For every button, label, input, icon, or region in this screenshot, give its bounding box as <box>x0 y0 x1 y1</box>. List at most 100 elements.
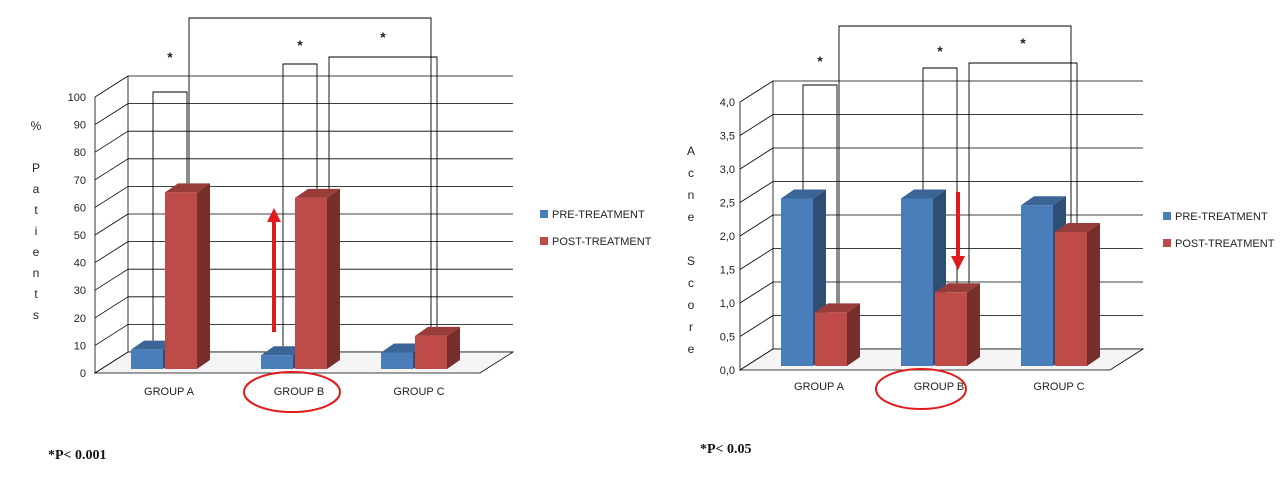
legend-swatch <box>540 210 548 218</box>
y-axis-label-char: e <box>688 342 695 356</box>
y-tick-label: 60 <box>74 202 86 214</box>
y-axis-label-char: e <box>33 245 40 259</box>
significance-star: * <box>817 53 823 69</box>
legend-label: POST-TREATMENT <box>552 236 652 248</box>
bar-front <box>901 198 933 366</box>
y-tick-label: 20 <box>74 313 86 325</box>
y-axis-label-char: r <box>689 320 693 334</box>
y-tick-label: 3,5 <box>720 131 735 143</box>
y-tick-label: 0 <box>80 368 86 380</box>
bar-top <box>781 189 826 199</box>
y-tick-label: 4,0 <box>720 97 735 109</box>
y-tick-label: 70 <box>74 175 86 187</box>
bar-post-treatment-group-a <box>815 303 860 366</box>
y-tick-label: 0,5 <box>720 332 735 344</box>
gridline-side <box>94 324 129 346</box>
y-axis-label-char: n <box>33 266 40 280</box>
bar-front <box>295 197 327 369</box>
bar-front <box>131 349 163 369</box>
bar-top <box>815 303 860 313</box>
legend-label: PRE-TREATMENT <box>1175 211 1268 223</box>
bar-post-treatment-group-c <box>415 326 460 369</box>
x-category-label: GROUP A <box>794 381 845 393</box>
change-arrow-head <box>267 208 281 222</box>
p-value-note-right: *P< 0.05 <box>700 442 752 457</box>
bar-side <box>1087 223 1100 366</box>
significance-bracket <box>188 17 432 327</box>
chart-2: 0,00,51,01,52,02,53,03,54,0AcneScoreGROU… <box>687 25 1275 410</box>
significance-star: * <box>297 37 303 53</box>
bar-front <box>935 292 967 366</box>
bar-front <box>415 335 447 369</box>
gridline-side <box>739 114 774 136</box>
y-tick-label: 1,0 <box>720 298 735 310</box>
significance-bracket <box>838 25 1072 304</box>
x-category-label: GROUP B <box>914 381 965 393</box>
change-arrow-head <box>951 256 965 270</box>
y-axis-label-char: n <box>688 188 695 202</box>
bar-top <box>165 183 210 193</box>
gridline-side <box>739 248 774 270</box>
bar-front <box>1055 232 1087 366</box>
bar-front <box>165 192 197 369</box>
y-axis-label-char: % <box>31 119 42 133</box>
y-axis-label-char: o <box>688 298 695 312</box>
significance-star: * <box>937 43 943 59</box>
y-axis-label-char: c <box>688 166 694 180</box>
legend-swatch <box>540 237 548 245</box>
gridline-side <box>94 75 129 98</box>
bar-top <box>415 326 460 336</box>
y-axis-label-char: i <box>35 224 38 238</box>
y-axis-label-char: P <box>32 161 40 175</box>
bar-post-treatment-group-b <box>295 188 340 369</box>
bar-side <box>197 183 210 369</box>
gridline-side <box>739 80 774 103</box>
bar-post-treatment-group-b <box>935 283 980 366</box>
y-tick-label: 40 <box>74 258 86 270</box>
p-value-note-left: *P< 0.001 <box>48 448 107 463</box>
gridline-side <box>739 147 774 170</box>
gridline-side <box>94 268 129 291</box>
significance-star: * <box>167 49 173 65</box>
legend-swatch <box>1163 212 1171 220</box>
bar-top <box>131 340 176 350</box>
bar-top <box>261 346 306 356</box>
bar-top <box>901 189 946 199</box>
highlight-ellipse <box>243 371 341 413</box>
y-axis-label-char: c <box>688 276 694 290</box>
y-tick-label: 90 <box>74 120 86 132</box>
gridline-side <box>739 214 774 237</box>
y-axis-label-char: A <box>687 144 695 158</box>
gridline-side <box>94 296 129 319</box>
x-category-label: GROUP C <box>1033 381 1084 393</box>
legend-label: POST-TREATMENT <box>1175 238 1275 250</box>
x-category-label: GROUP C <box>393 386 444 398</box>
y-axis-label-char: e <box>688 210 695 224</box>
gridline-side <box>94 130 129 153</box>
bar-top <box>1055 223 1100 232</box>
gridline-side <box>739 281 774 304</box>
bar-side <box>327 188 340 369</box>
bar-top <box>295 188 340 198</box>
x-category-label: GROUP B <box>274 386 325 398</box>
significance-bracket <box>968 62 1078 284</box>
bar-post-treatment-group-a <box>165 183 210 369</box>
significance-star: * <box>380 29 386 45</box>
y-axis-label-char: a <box>33 182 40 196</box>
y-tick-label: 1,5 <box>720 265 735 277</box>
bar-front <box>815 312 847 366</box>
y-tick-label: 100 <box>68 92 86 104</box>
y-tick-label: 10 <box>74 340 86 352</box>
y-axis-label-char: S <box>687 254 695 268</box>
bar-front <box>781 198 813 366</box>
gridline-side <box>94 158 129 181</box>
significance-bracket <box>922 67 958 284</box>
bar-front <box>381 352 413 369</box>
y-tick-label: 30 <box>74 285 86 297</box>
gridline-side <box>739 181 774 203</box>
bar-side <box>967 283 980 366</box>
y-axis-label-char: t <box>34 287 38 301</box>
significance-bracket <box>328 56 438 327</box>
gridline-side <box>94 103 129 125</box>
